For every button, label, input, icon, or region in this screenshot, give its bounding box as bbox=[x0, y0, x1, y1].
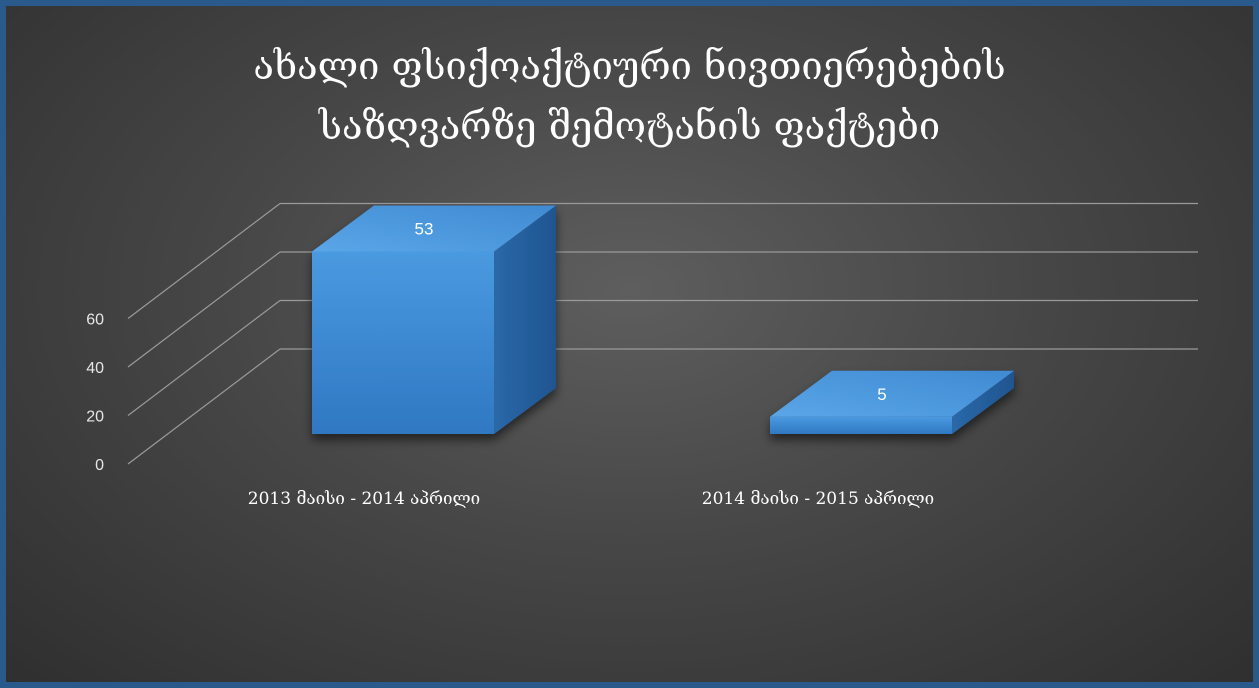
bar bbox=[312, 205, 556, 434]
chart-title-line-2: საზღვარზე შემოტანის ფაქტები bbox=[318, 104, 941, 148]
bar-side-face bbox=[494, 205, 556, 434]
bar-top-face bbox=[312, 205, 556, 252]
y-tick-label: 60 bbox=[86, 312, 104, 329]
data-label: 53 bbox=[415, 219, 434, 238]
bar-chart-3d: 0 20 40 60 53 5 2013 მაისი - 2014 აპრილი 2014… bbox=[86, 202, 1198, 509]
bar bbox=[770, 370, 1014, 434]
category-label: 2013 მაისი - 2014 აპრილი bbox=[248, 489, 480, 509]
bar-front-face bbox=[770, 416, 952, 434]
bar-top-face bbox=[770, 370, 1014, 417]
bar-side-face bbox=[952, 370, 1014, 434]
bar-front-face bbox=[312, 251, 494, 434]
y-axis-ticks: 0 20 40 60 bbox=[86, 312, 104, 475]
y-tick-label: 20 bbox=[86, 409, 104, 426]
side-gridline bbox=[127, 348, 281, 465]
side-gridline bbox=[127, 300, 281, 416]
chart-title-line-1: ახალი ფსიქოაქტიური ნივთიერებების bbox=[253, 44, 1006, 88]
gridlines bbox=[127, 202, 1198, 465]
chart-title: ახალი ფსიქოაქტიური ნივთიერებების საზღვარ… bbox=[6, 36, 1253, 156]
y-tick-label: 0 bbox=[95, 457, 104, 474]
side-gridline bbox=[127, 251, 281, 368]
side-gridline bbox=[127, 203, 281, 319]
data-label: 5 bbox=[877, 385, 886, 404]
category-label: 2014 მაისი - 2015 აპრილი bbox=[702, 489, 934, 509]
x-axis-categories: 2013 მაისი - 2014 აპრილი 2014 მაისი - 201… bbox=[248, 489, 934, 509]
bars: 53 5 bbox=[312, 205, 1014, 434]
y-tick-label: 40 bbox=[86, 360, 104, 377]
